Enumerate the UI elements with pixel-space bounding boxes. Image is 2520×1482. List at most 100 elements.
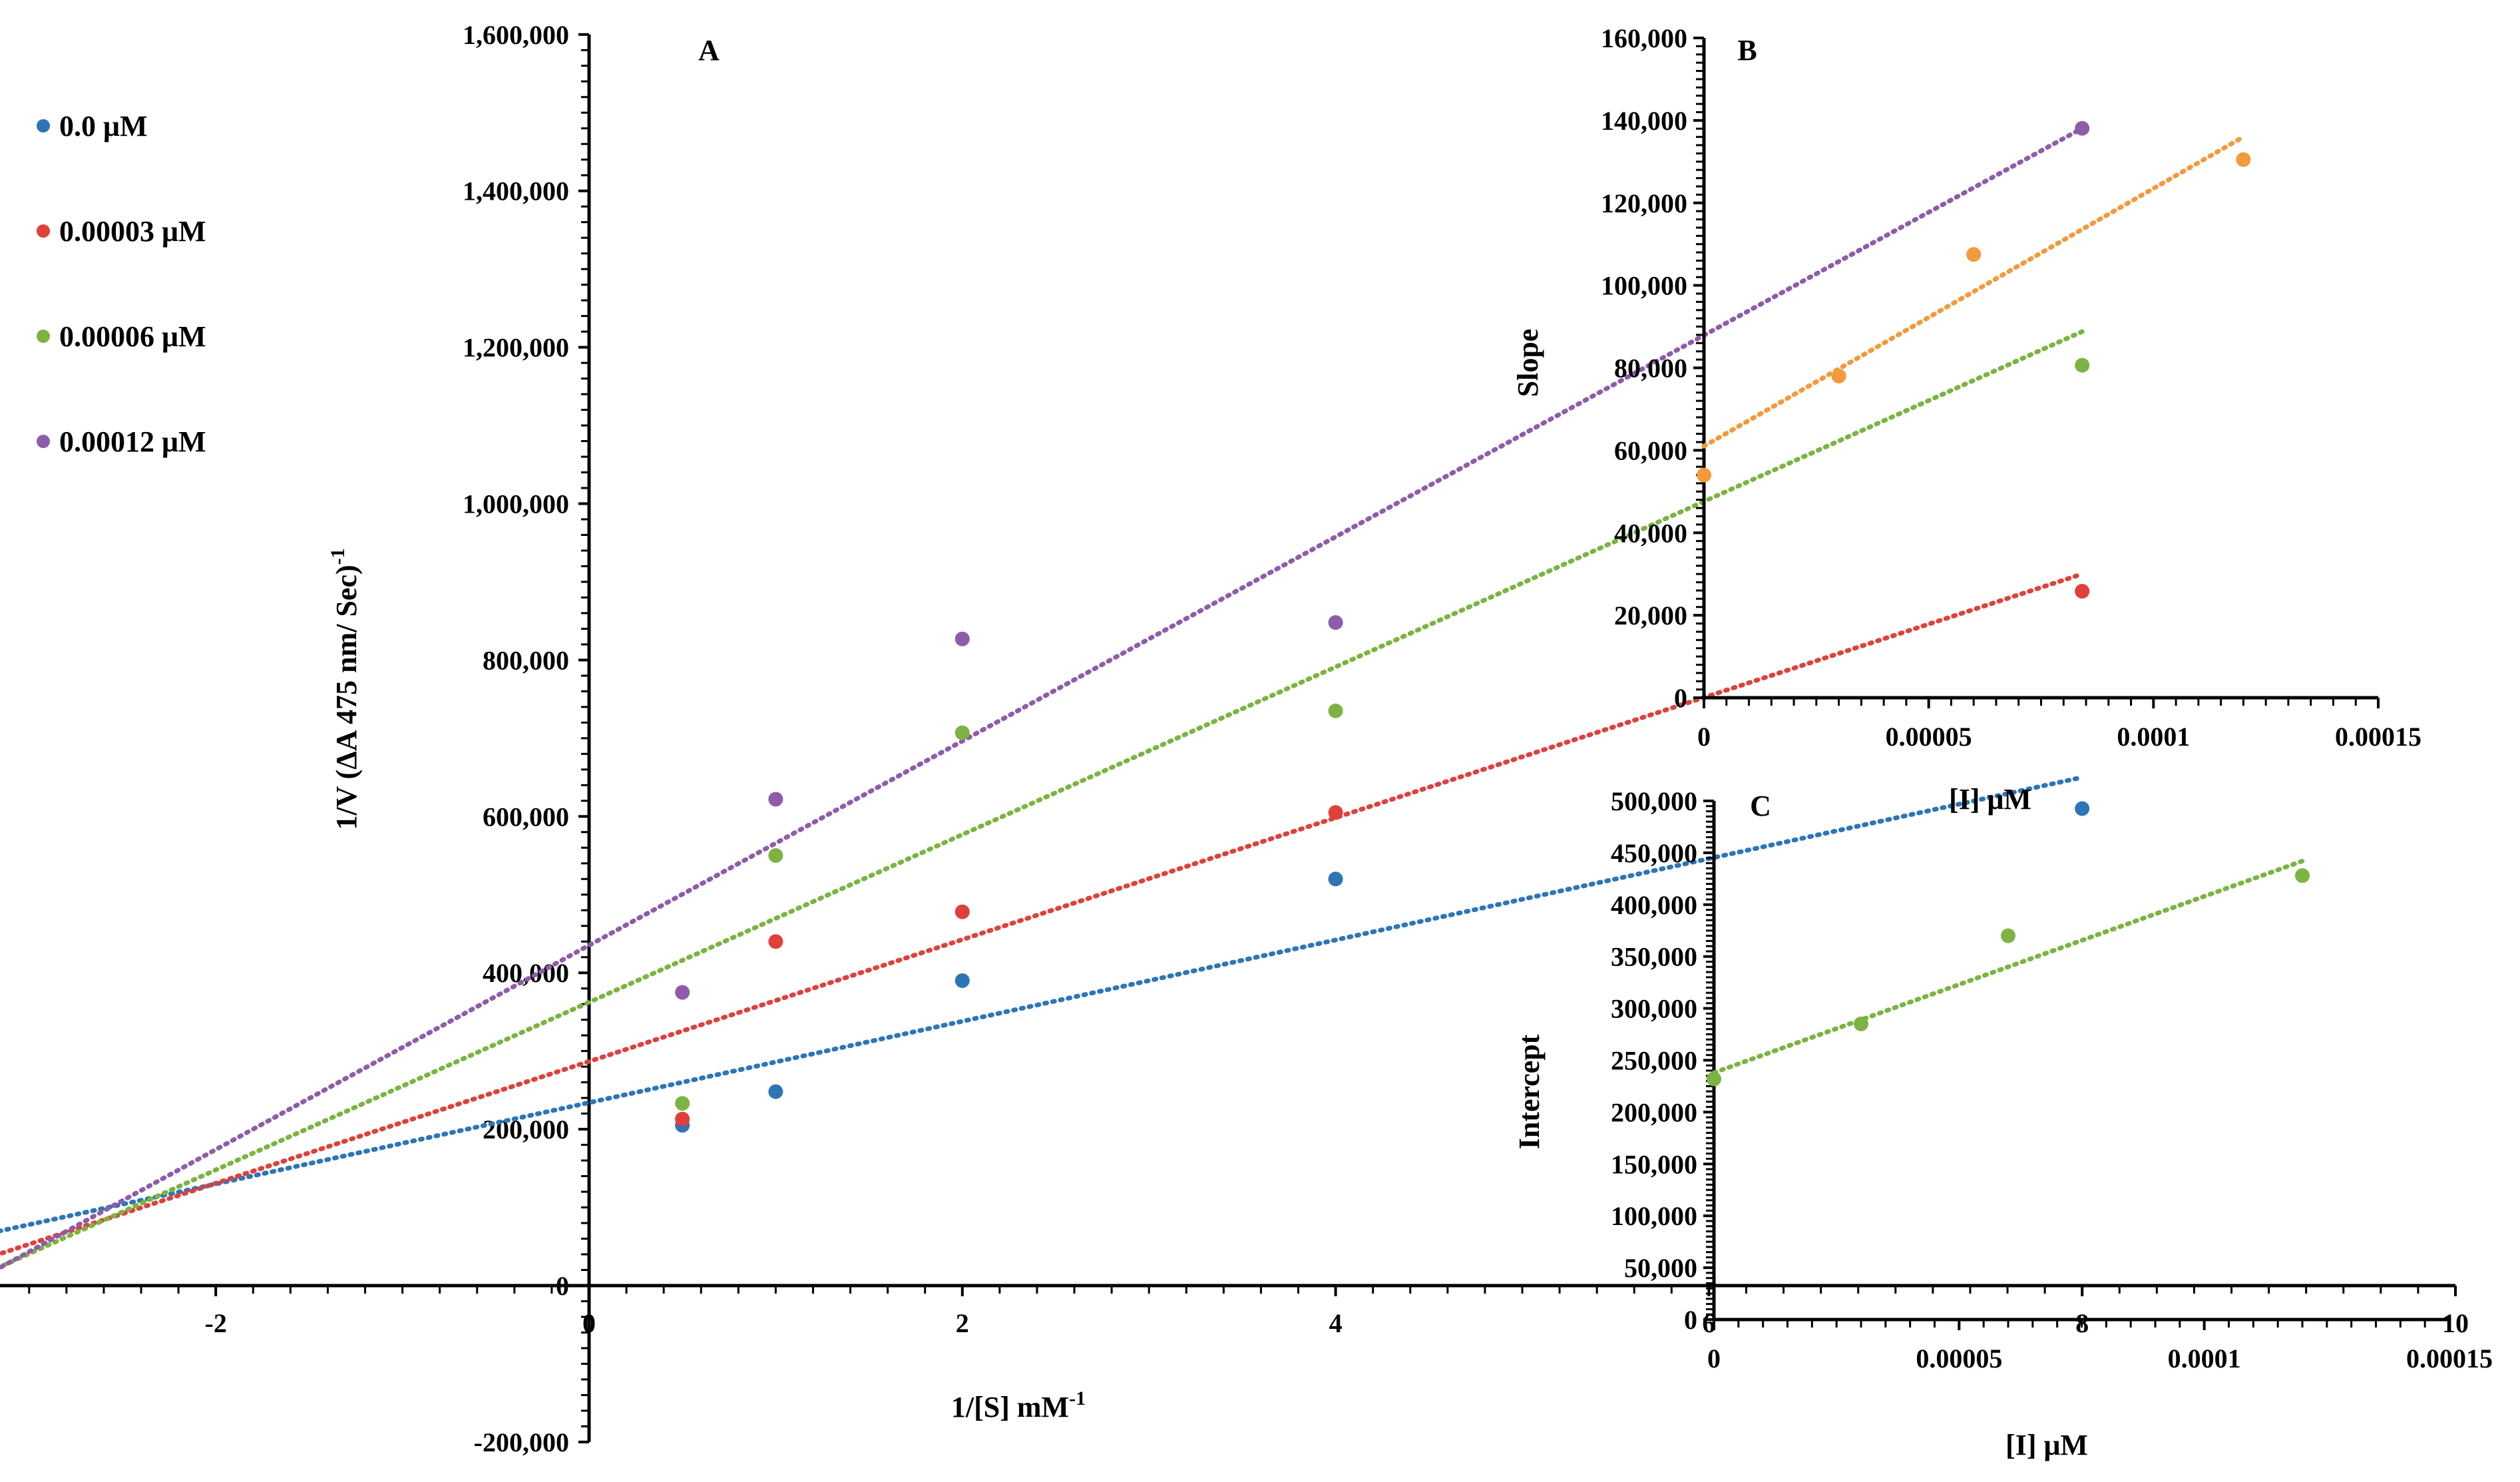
y-axis-label-superscript: -1 [327, 548, 349, 565]
x-tick-label: 4 [1329, 1308, 1343, 1338]
data-point [1328, 805, 1343, 820]
x-tick-label: 0 [582, 1308, 596, 1338]
x-tick-label: 6 [1702, 1308, 1715, 1338]
data-point [954, 904, 970, 919]
panel-title: A [698, 34, 720, 67]
legend-label: 0.00006 μM [59, 320, 206, 353]
data-point [2075, 584, 2090, 599]
legend-item: 0.00003 μM [37, 178, 206, 284]
y-tick-label: 350,000 [1611, 942, 1697, 972]
legend-item: 0.0 μM [37, 73, 206, 178]
legend-item: 0.00012 μM [37, 389, 206, 494]
y-tick-label: 60,000 [1614, 435, 1687, 465]
data-point [768, 934, 783, 949]
x-tick-label: 10 [2442, 1308, 2469, 1338]
legend-label: 0.00003 μM [59, 214, 206, 248]
data-point [2075, 121, 2090, 136]
data-point [768, 792, 783, 807]
panel-title: C [1750, 790, 1771, 822]
legend-marker [37, 224, 50, 238]
data-point [675, 1096, 690, 1111]
data-point [1966, 247, 1982, 262]
legend-item: 0.00006 μM [37, 284, 206, 389]
y-tick-label: 1,400,000 [463, 176, 569, 206]
data-point [1697, 467, 1711, 483]
y-axis-label: Intercept [1513, 1034, 1546, 1149]
x-tick-label: 0 [1697, 722, 1711, 752]
panel-title: B [1737, 34, 1757, 67]
legend-marker [37, 330, 50, 343]
data-point [2295, 868, 2310, 883]
x-tick-label: 0.0001 [2168, 1344, 2241, 1373]
x-axis-label-superscript: -1 [1069, 1387, 1086, 1409]
y-tick-label: 450,000 [1611, 838, 1697, 868]
y-tick-label: 160,000 [1601, 23, 1687, 53]
legend-marker [37, 119, 50, 132]
data-point [2236, 152, 2251, 167]
data-point [2075, 801, 2090, 816]
y-tick-label: 600,000 [483, 802, 569, 832]
y-tick-label: 0 [556, 1271, 569, 1301]
y-tick-label: 1,200,000 [463, 333, 569, 363]
trendline [0, 775, 2085, 1234]
y-axis-label: Slope [1512, 329, 1544, 397]
x-tick-label: -2 [205, 1308, 227, 1338]
data-point [1707, 1071, 1721, 1087]
y-tick-label: 20,000 [1614, 601, 1687, 630]
y-tick-label: 0 [1684, 1305, 1697, 1335]
trendline [1711, 858, 2305, 1075]
data-point [675, 985, 690, 1000]
data-point [1831, 368, 1846, 383]
data-point [2075, 358, 2090, 373]
panel-a: -6-4-20246810-200,0000200,000400,000600,… [0, 20, 2469, 1457]
x-tick-label: 0 [1707, 1344, 1721, 1373]
data-point [1328, 703, 1343, 718]
data-point [768, 1084, 783, 1099]
y-tick-label: 400,000 [1611, 890, 1697, 920]
data-point [768, 848, 783, 864]
x-tick-label: 0.0001 [2117, 722, 2190, 752]
y-tick-label: 1,000,000 [463, 489, 569, 519]
y-tick-label: 0 [1674, 683, 1687, 713]
data-point [1328, 615, 1343, 630]
x-tick-label: 0.00015 [2335, 722, 2421, 752]
y-tick-label: 200,000 [483, 1114, 569, 1144]
y-tick-label: 1,600,000 [463, 20, 569, 50]
x-axis-label: 1/[S] mM-1 [951, 1387, 1086, 1423]
trendline [0, 126, 2085, 1271]
y-tick-label: 800,000 [483, 645, 569, 675]
data-point [1854, 1016, 1868, 1031]
y-tick-label: 120,000 [1601, 188, 1687, 218]
x-axis-label: [I] μM [2005, 1429, 2088, 1461]
data-point [675, 1111, 690, 1126]
y-tick-label: 40,000 [1614, 518, 1687, 548]
y-tick-label: 150,000 [1611, 1149, 1697, 1179]
trendline [0, 329, 2085, 1270]
y-tick-label: 300,000 [1611, 994, 1697, 1024]
data-point [954, 725, 970, 740]
y-tick-label: 80,000 [1614, 354, 1687, 383]
data-point [2001, 928, 2015, 943]
x-tick-label: 0.00005 [1886, 722, 1972, 752]
panel-c: 0 0.00005 0.0001 0.00015 0 50,000 100,000 150,0… [1513, 786, 2493, 1461]
legend-panel-a: 0.0 μM 0.00003 μM 0.00006 μM 0.00012 μM [37, 73, 206, 494]
y-axis-label: 1/V (ΔA 475 nm/ Sec)-1 [327, 548, 363, 830]
data-point [954, 631, 970, 646]
y-tick-label: 50,000 [1624, 1253, 1697, 1283]
data-point [1328, 871, 1343, 887]
trendline [1701, 134, 2246, 449]
y-tick-label: 200,000 [1611, 1097, 1697, 1127]
x-tick-label: 2 [956, 1308, 969, 1338]
data-point [954, 973, 970, 988]
y-tick-label: -200,000 [474, 1427, 569, 1457]
x-axis-label: [I] μM [1949, 783, 2031, 816]
x-tick-label: 0.00015 [2406, 1344, 2493, 1373]
y-tick-label: 100,000 [1601, 271, 1687, 301]
x-tick-label: 0.00005 [1916, 1344, 2002, 1373]
y-tick-label: 140,000 [1601, 106, 1687, 136]
legend-label: 0.0 μM [59, 109, 148, 142]
panel-b: 0 0.00005 0.0001 0.00015 0 20,000 40,000 60,000… [1512, 23, 2421, 816]
y-tick-label: 250,000 [1611, 1046, 1697, 1076]
y-tick-label: 500,000 [1611, 786, 1697, 816]
